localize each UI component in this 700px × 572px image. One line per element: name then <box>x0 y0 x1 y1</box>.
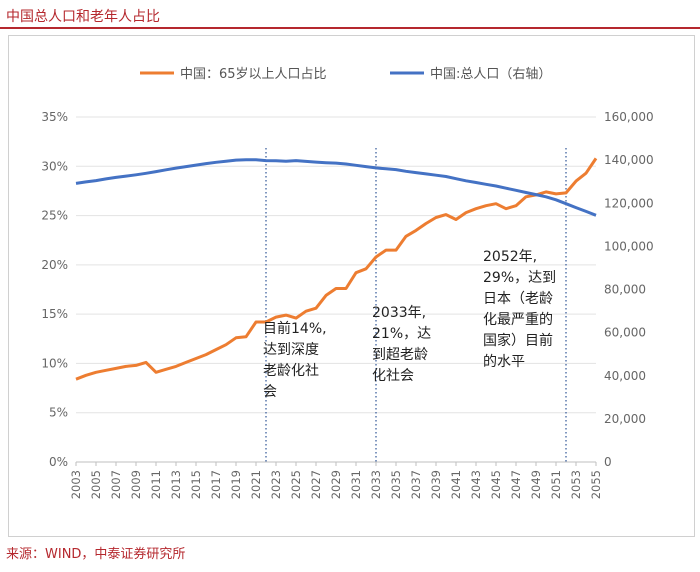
y-right-tick-label: 0 <box>604 455 612 469</box>
x-tick-label: 2013 <box>169 470 183 499</box>
x-tick-label: 2049 <box>529 470 543 499</box>
y-left-tick-label: 0% <box>49 455 68 469</box>
annotation-text: 日本（老龄 <box>483 291 553 307</box>
series-line-total-population <box>75 158 597 217</box>
x-tick-label: 2041 <box>449 470 463 499</box>
annotation-text: 国家）目前 <box>483 332 553 349</box>
annotation-text: 到超老龄 <box>372 347 428 363</box>
legend-label: 中国：65岁以上人口占比 <box>180 67 327 82</box>
x-tick-label: 2029 <box>329 470 343 499</box>
x-tick-label: 2039 <box>429 470 443 499</box>
annotation-text: 会 <box>263 384 277 400</box>
x-tick-label: 2011 <box>149 470 163 499</box>
annotation-text: 化最严重的 <box>483 312 553 328</box>
x-tick-label: 2005 <box>89 470 103 499</box>
annotation-text: 2033年, <box>372 305 426 321</box>
y-right-tick-label: 140,000 <box>604 153 654 167</box>
annotation-text: 老龄化社 <box>263 363 319 379</box>
series-line-aged-share <box>75 157 598 381</box>
y-left-tick-label: 25% <box>41 209 68 223</box>
y-right-tick-label: 120,000 <box>604 196 654 210</box>
x-tick-label: 2045 <box>489 470 503 499</box>
x-tick-label: 2037 <box>409 470 423 499</box>
y-left-tick-label: 20% <box>41 258 68 272</box>
annotation-text: 达到深度 <box>263 342 319 358</box>
x-tick-label: 2015 <box>189 470 203 499</box>
annotation-text: 目前14%, <box>263 320 327 337</box>
x-tick-label: 2053 <box>569 470 583 499</box>
title-rule <box>0 27 700 29</box>
y-right-tick-label: 80,000 <box>604 283 646 297</box>
annotation-text: 21%，达 <box>372 326 431 342</box>
x-tick-label: 2031 <box>349 470 363 499</box>
x-tick-label: 2003 <box>69 470 83 499</box>
x-tick-label: 2023 <box>269 470 283 499</box>
y-left-tick-label: 15% <box>41 307 68 321</box>
x-tick-label: 2017 <box>209 470 223 499</box>
y-right-tick-label: 160,000 <box>604 110 654 124</box>
chart-frame: 0% 5% 10% 15% 20% 25% 30% 35% 0 20,000 40,000 60,00… <box>8 35 695 537</box>
x-tick-label: 2027 <box>309 470 323 499</box>
x-tick-label: 2009 <box>129 470 143 499</box>
x-tick-label: 2035 <box>389 470 403 499</box>
y-left-tick-label: 5% <box>49 406 68 420</box>
y-left-tick-label: 35% <box>41 110 68 124</box>
x-tick-label: 2025 <box>289 470 303 499</box>
x-tick-label: 2021 <box>249 470 263 499</box>
y-left-tick-label: 30% <box>41 159 68 173</box>
chart-svg: 0% 5% 10% 15% 20% 25% 30% 35% 0 20,000 40,000 60,00… <box>41 67 654 499</box>
source-note: 来源：WIND，中泰证券研究所 <box>6 547 186 562</box>
x-tick-label: 2033 <box>369 470 383 499</box>
y-left-tick-label: 10% <box>41 356 68 370</box>
annotation-text: 29%，达到 <box>483 270 556 286</box>
annotation-text: 2052年, <box>483 249 537 265</box>
annotation-text: 化社会 <box>372 368 414 384</box>
x-tick-label: 2051 <box>549 470 563 499</box>
x-tick-label: 2019 <box>229 470 243 499</box>
annotation-text: 的水平 <box>483 354 525 370</box>
x-tick-label: 2007 <box>109 470 123 499</box>
y-right-tick-label: 40,000 <box>604 369 646 383</box>
legend-label: 中国:总人口（右轴） <box>430 67 551 82</box>
y-right-tick-label: 60,000 <box>604 326 646 340</box>
y-right-tick-label: 20,000 <box>604 412 646 426</box>
chart-title: 中国总人口和老年人占比 <box>6 9 160 25</box>
x-tick-label: 2055 <box>589 470 603 499</box>
y-right-tick-label: 100,000 <box>604 239 654 253</box>
x-tick-label: 2047 <box>509 470 523 499</box>
x-tick-label: 2043 <box>469 470 483 499</box>
